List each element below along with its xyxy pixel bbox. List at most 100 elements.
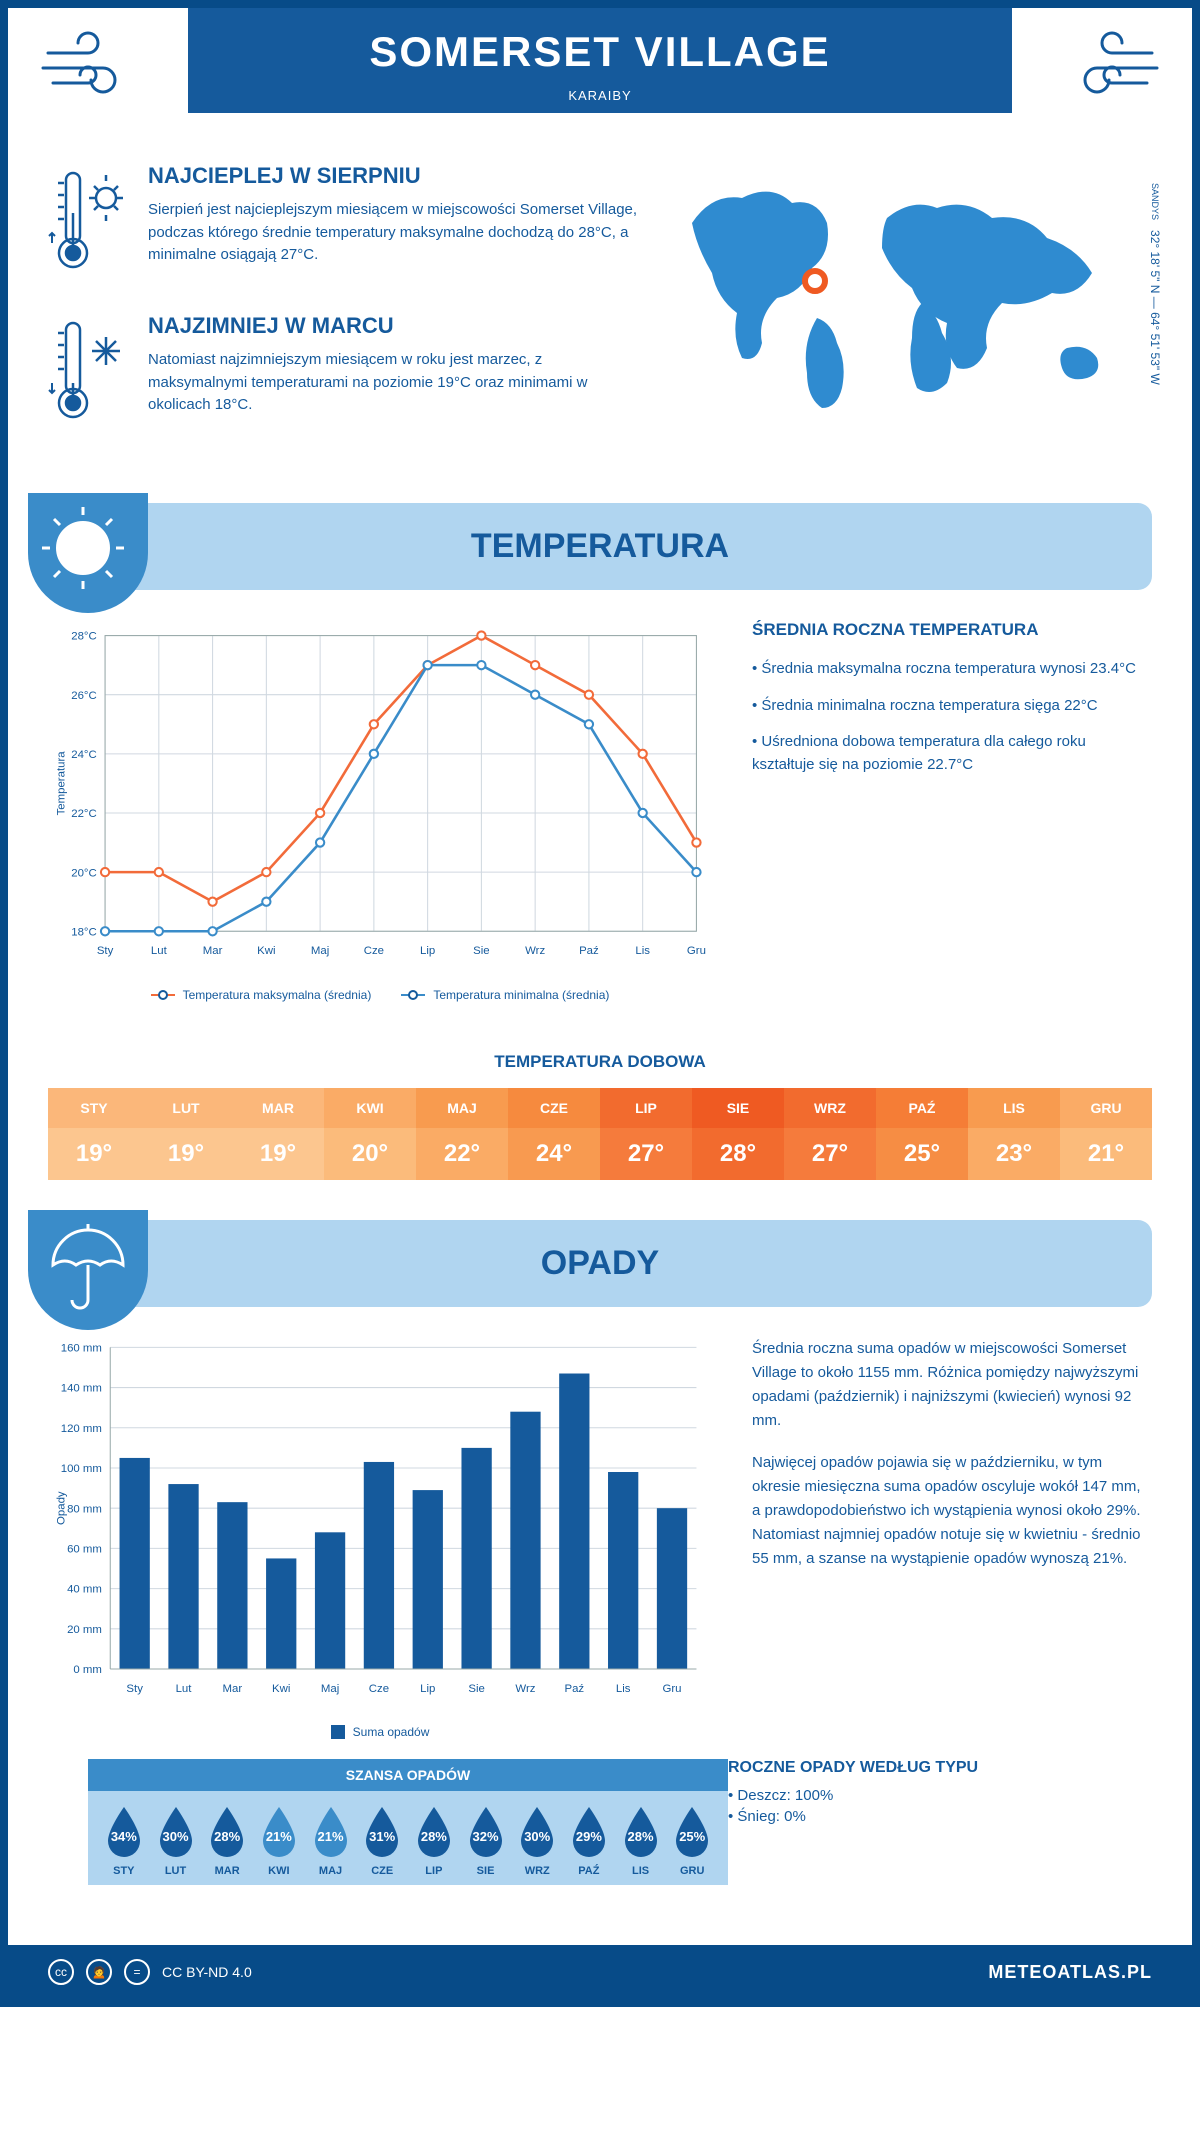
raindrop-icon: 31% [360, 1805, 404, 1859]
svg-text:Lis: Lis [635, 945, 650, 957]
month-header: LIS [968, 1088, 1060, 1128]
table-header-row: STYLUTMARKWIMAJCZELIPSIEWRZPAŹLISGRU [48, 1088, 1152, 1128]
temp-value: 19° [232, 1128, 324, 1180]
month-header: MAR [232, 1088, 324, 1128]
svg-text:Lis: Lis [616, 1683, 631, 1695]
temp-value: 20° [324, 1128, 416, 1180]
table-value-row: 19°19°19°20°22°24°27°28°27°25°23°21° [48, 1128, 1152, 1180]
svg-text:22°C: 22°C [71, 808, 96, 820]
chance-cell: 28%MAR [201, 1805, 253, 1877]
region: SANDYS [1150, 183, 1160, 220]
svg-text:Sie: Sie [473, 945, 490, 957]
chance-month: WRZ [511, 1865, 563, 1877]
svg-text:Mar: Mar [203, 945, 223, 957]
temp-value: 24° [508, 1128, 600, 1180]
temp-chart-wrap: 18°C20°C22°C24°C26°C28°CStyLutMarKwiMajC… [48, 620, 712, 1002]
svg-text:28°C: 28°C [71, 631, 96, 643]
nd-icon: = [124, 1959, 150, 1985]
svg-text:Maj: Maj [311, 945, 329, 957]
legend-item: Suma opadów [331, 1725, 430, 1739]
cold-block: NAJZIMNIEJ W MARCU Natomiast najzimniejs… [48, 313, 642, 433]
chance-month: PAŹ [563, 1865, 615, 1877]
precip-para: Najwięcej opadów pojawia się w październ… [752, 1451, 1152, 1571]
page-subtitle: KARAIBY [188, 88, 1012, 103]
temp-line-chart: 18°C20°C22°C24°C26°C28°CStyLutMarKwiMajC… [48, 620, 712, 973]
precip-type-title: ROCZNE OPADY WEDŁUG TYPU [728, 1759, 1128, 1777]
world-map [672, 163, 1152, 423]
svg-text:Sie: Sie [468, 1683, 485, 1695]
temp-bullet: • Średnia minimalna roczna temperatura s… [752, 695, 1152, 718]
temp-info-title: ŚREDNIA ROCZNA TEMPERATURA [752, 620, 1152, 640]
svg-text:Mar: Mar [223, 1683, 243, 1695]
coordinates: SANDYS 32° 18' 5" N — 64° 51' 53" W [1148, 183, 1162, 385]
wind-icon [1042, 28, 1162, 108]
chance-month: MAR [201, 1865, 253, 1877]
svg-text:Opady: Opady [56, 1491, 68, 1525]
precip-legend: Suma opadów [48, 1725, 712, 1739]
svg-text:Wrz: Wrz [525, 945, 545, 957]
month-header: PAŹ [876, 1088, 968, 1128]
raindrop-icon: 21% [257, 1805, 301, 1859]
raindrop-icon: 25% [670, 1805, 714, 1859]
chance-cell: 28%LIS [615, 1805, 667, 1877]
chance-title: SZANSA OPADÓW [88, 1759, 728, 1791]
temp-value: 21° [1060, 1128, 1152, 1180]
svg-text:Maj: Maj [321, 1683, 339, 1695]
svg-text:26°C: 26°C [71, 690, 96, 702]
page: SOMERSET VILLAGE KARAIBY [0, 0, 1200, 2007]
chance-cell: 32%SIE [460, 1805, 512, 1877]
svg-text:20°C: 20°C [71, 867, 96, 879]
legend-item: Temperatura minimalna (średnia) [401, 988, 609, 1002]
svg-text:Lip: Lip [420, 945, 435, 957]
hot-text: NAJCIEPLEJ W SIERPNIU Sierpień jest najc… [148, 163, 642, 283]
temp-value: 25° [876, 1128, 968, 1180]
precip-section-header: OPADY [48, 1220, 1152, 1307]
hot-desc: Sierpień jest najcieplejszym miesiącem w… [148, 199, 642, 267]
raindrop-icon: 28% [619, 1805, 663, 1859]
svg-text:Lip: Lip [420, 1683, 435, 1695]
svg-text:80 mm: 80 mm [67, 1503, 102, 1515]
svg-text:Cze: Cze [369, 1683, 389, 1695]
footer-license: cc 🙍 = CC BY-ND 4.0 [48, 1959, 252, 1985]
cold-desc: Natomiast najzimniejszym miesiącem w rok… [148, 349, 642, 417]
month-header: SIE [692, 1088, 784, 1128]
temp-section-header: TEMPERATURA [48, 503, 1152, 590]
chance-month: SIE [460, 1865, 512, 1877]
svg-text:120 mm: 120 mm [61, 1423, 102, 1435]
cc-icon: cc [48, 1959, 74, 1985]
temp-bullet: • Średnia maksymalna roczna temperatura … [752, 658, 1152, 681]
chance-month: MAJ [305, 1865, 357, 1877]
month-header: WRZ [784, 1088, 876, 1128]
temp-info: ŚREDNIA ROCZNA TEMPERATURA • Średnia mak… [752, 620, 1152, 1002]
chance-cell: 34%STY [98, 1805, 150, 1877]
sun-icon [28, 493, 148, 613]
hot-block: NAJCIEPLEJ W SIERPNIU Sierpień jest najc… [48, 163, 642, 283]
header-banner: SOMERSET VILLAGE KARAIBY [188, 8, 1012, 113]
svg-text:Gru: Gru [687, 945, 706, 957]
month-header: STY [48, 1088, 140, 1128]
raindrop-icon: 28% [412, 1805, 456, 1859]
month-header: LIP [600, 1088, 692, 1128]
chance-cell: 21%KWI [253, 1805, 305, 1877]
svg-text:100 mm: 100 mm [61, 1463, 102, 1475]
precip-title: OPADY [541, 1244, 659, 1282]
chance-month: LIP [408, 1865, 460, 1877]
legend-label: Suma opadów [353, 1725, 430, 1739]
legend-swatch [401, 994, 425, 996]
header: SOMERSET VILLAGE KARAIBY [8, 8, 1192, 143]
svg-text:Lut: Lut [151, 945, 168, 957]
svg-text:18°C: 18°C [71, 926, 96, 938]
hot-title: NAJCIEPLEJ W SIERPNIU [148, 163, 642, 189]
chance-table: SZANSA OPADÓW 34%STY30%LUT28%MAR21%KWI21… [88, 1759, 728, 1885]
chance-month: STY [98, 1865, 150, 1877]
bottom-row: SZANSA OPADÓW 34%STY30%LUT28%MAR21%KWI21… [8, 1759, 1192, 1945]
temp-title: TEMPERATURA [471, 527, 729, 565]
chance-cell: 21%MAJ [305, 1805, 357, 1877]
svg-text:Lut: Lut [176, 1683, 193, 1695]
svg-text:Paź: Paź [564, 1683, 584, 1695]
month-header: MAJ [416, 1088, 508, 1128]
page-title: SOMERSET VILLAGE [188, 28, 1012, 76]
wind-icon [38, 28, 158, 108]
svg-text:40 mm: 40 mm [67, 1583, 102, 1595]
legend-item: Temperatura maksymalna (średnia) [151, 988, 372, 1002]
